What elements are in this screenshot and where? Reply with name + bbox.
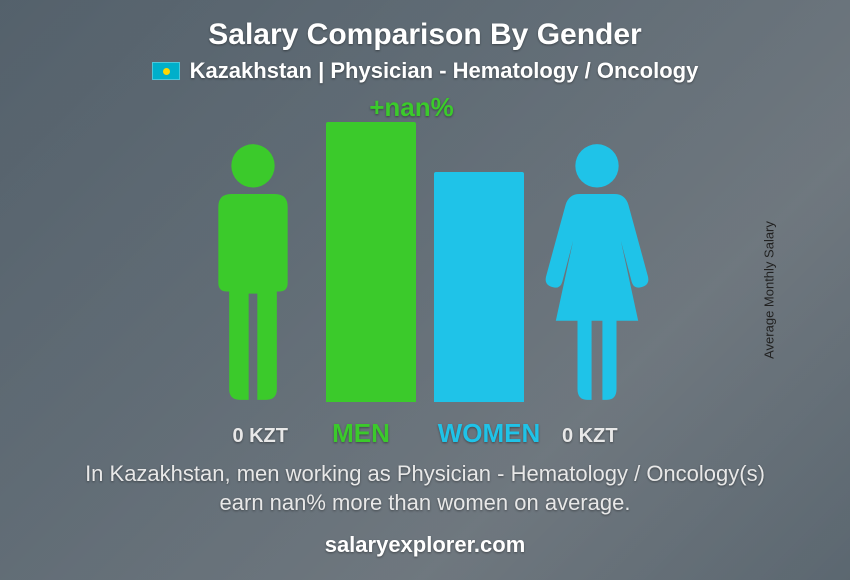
women-label: WOMEN bbox=[434, 418, 544, 449]
subtitle-row: Kazakhstan | Physician - Hematology / On… bbox=[0, 58, 850, 84]
footer-source: salaryexplorer.com bbox=[0, 518, 850, 580]
women-icon-col bbox=[542, 142, 652, 402]
women-bar bbox=[434, 172, 524, 402]
men-label: MEN bbox=[306, 418, 416, 449]
men-bar bbox=[326, 122, 416, 402]
men-bar-col bbox=[326, 122, 416, 402]
women-bar-col bbox=[434, 172, 524, 402]
country-label: Kazakhstan bbox=[190, 58, 312, 83]
pct-diff-label: +nan% bbox=[369, 92, 454, 123]
flag-icon bbox=[152, 62, 180, 80]
women-value: 0 KZT bbox=[562, 425, 702, 448]
men-value: 0 KZT bbox=[148, 425, 288, 448]
chart-area: +nan% bbox=[0, 94, 850, 412]
separator: | bbox=[318, 58, 324, 83]
profession-label: Physician - Hematology / Oncology bbox=[330, 58, 698, 83]
label-row: 0 KZT MEN WOMEN 0 KZT bbox=[0, 418, 850, 449]
subtitle: Kazakhstan | Physician - Hematology / On… bbox=[190, 58, 699, 84]
description-text: In Kazakhstan, men working as Physician … bbox=[0, 449, 850, 518]
y-axis-label: Average Monthly Salary bbox=[762, 221, 777, 359]
female-icon bbox=[542, 142, 652, 402]
men-icon-col bbox=[198, 142, 308, 402]
page-title: Salary Comparison By Gender bbox=[0, 18, 850, 52]
male-icon bbox=[198, 142, 308, 402]
infographic-container: Salary Comparison By Gender Kazakhstan |… bbox=[0, 0, 850, 580]
header: Salary Comparison By Gender Kazakhstan |… bbox=[0, 0, 850, 84]
